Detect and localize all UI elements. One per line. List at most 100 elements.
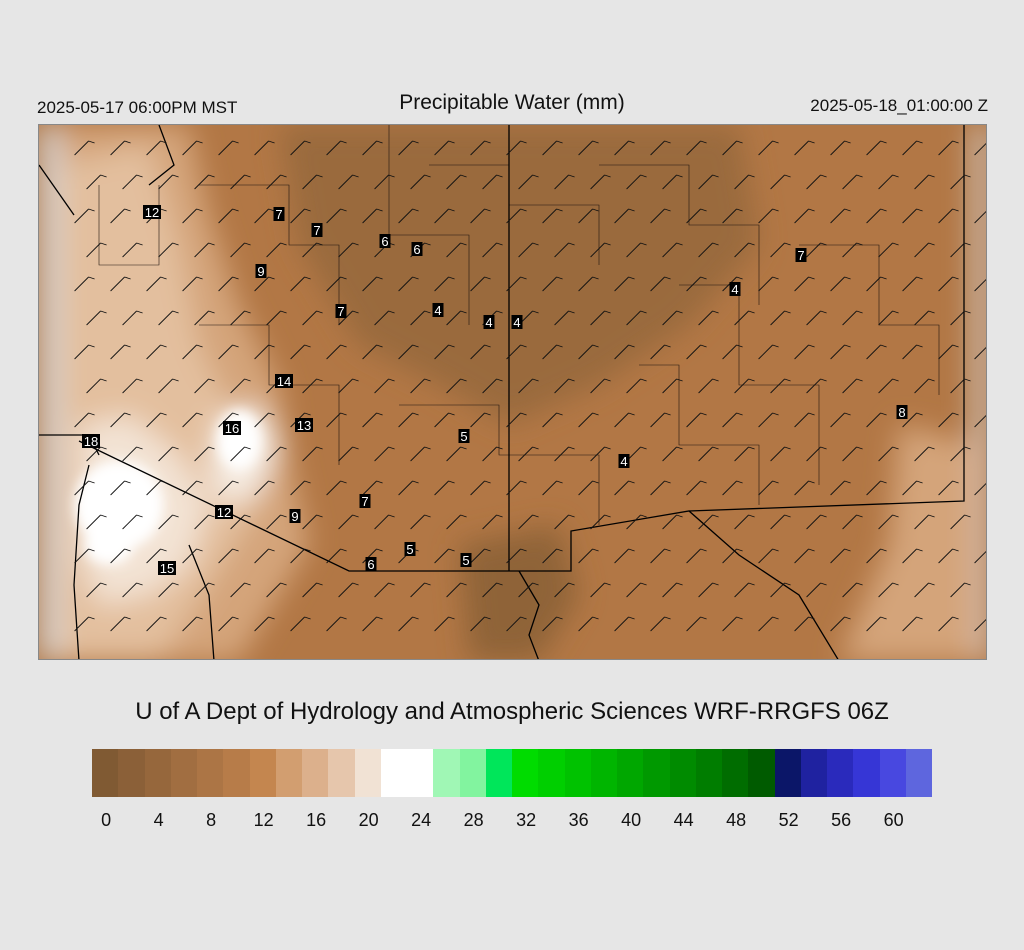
wind-barb <box>686 140 707 156</box>
wind-barb <box>842 582 863 598</box>
wind-barb <box>878 378 899 394</box>
wind-barb <box>194 242 215 258</box>
wind-barb <box>950 446 971 462</box>
wind-barb <box>626 174 647 190</box>
wind-barb <box>878 310 899 326</box>
wind-barb <box>686 276 707 292</box>
wind-barb <box>578 480 599 496</box>
wind-barb <box>398 140 419 156</box>
wind-barb <box>866 616 887 632</box>
wind-barb <box>878 242 899 258</box>
wind-barb <box>362 208 383 224</box>
wind-barb <box>938 480 959 496</box>
wind-barb <box>842 310 863 326</box>
wind-barb <box>362 276 383 292</box>
colorbar-swatch <box>433 749 460 797</box>
wind-barb <box>866 548 887 564</box>
colorbar-tick-label: 60 <box>883 810 904 830</box>
wind-barb <box>434 616 455 632</box>
wind-barb <box>110 344 131 360</box>
value-label-box <box>223 421 241 435</box>
value-label-text: 5 <box>462 553 469 568</box>
wind-barb <box>806 242 827 258</box>
value-label-box <box>82 434 100 448</box>
wind-barb <box>110 208 131 224</box>
wind-barb <box>506 208 527 224</box>
wind-barb <box>614 412 635 428</box>
wind-barb <box>506 344 527 360</box>
wind-barb <box>794 412 815 428</box>
wind-barb <box>218 140 239 156</box>
wind-barb <box>902 412 923 428</box>
map-title: Precipitable Water (mm) <box>399 91 625 114</box>
value-label-box <box>215 505 233 519</box>
wind-barb <box>842 514 863 530</box>
wind-barb <box>518 174 539 190</box>
wind-barb <box>362 548 383 564</box>
wind-barb <box>770 514 791 530</box>
wind-barb <box>698 310 719 326</box>
wind-barb <box>410 174 431 190</box>
wind-barb <box>662 174 683 190</box>
wind-barb <box>410 582 431 598</box>
wind-barb <box>182 140 203 156</box>
wind-barb <box>266 446 287 462</box>
wind-barb <box>158 242 179 258</box>
moisture-east-band <box>839 425 979 659</box>
wind-barb <box>146 276 167 292</box>
wind-barb <box>542 480 563 496</box>
wind-barb <box>446 514 467 530</box>
wind-barb <box>122 174 143 190</box>
wind-barb <box>86 378 107 394</box>
wind-barb <box>722 208 743 224</box>
value-label-box <box>458 429 470 443</box>
wind-barb <box>974 210 986 224</box>
wind-barb <box>914 242 935 258</box>
wind-barb <box>806 378 827 394</box>
wind-barb <box>374 582 395 598</box>
wind-barb <box>302 310 323 326</box>
value-label-box <box>335 304 347 318</box>
wind-barb <box>470 480 491 496</box>
wind-barb <box>590 582 611 598</box>
wind-barb <box>866 480 887 496</box>
wind-barb <box>434 480 455 496</box>
colorbar-swatch <box>695 749 722 797</box>
wind-barb <box>722 412 743 428</box>
wind-barb <box>434 412 455 428</box>
value-label-box <box>359 494 371 508</box>
wind-barb <box>938 548 959 564</box>
wind-barb <box>950 310 971 326</box>
wind-barb <box>698 446 719 462</box>
wind-barb <box>506 276 527 292</box>
wind-barb <box>662 582 683 598</box>
wind-barb <box>866 344 887 360</box>
wind-barb <box>182 412 203 428</box>
wind-barb <box>974 346 986 360</box>
value-label-text: 4 <box>485 315 492 330</box>
wind-barb <box>398 344 419 360</box>
boundary-line <box>388 125 470 325</box>
wind-barb <box>506 616 527 632</box>
boundary-line <box>679 284 820 485</box>
wind-barb <box>302 446 323 462</box>
wind-barb <box>362 480 383 496</box>
wind-barb <box>218 480 239 496</box>
wind-barb <box>74 548 95 564</box>
wind-barb <box>410 514 431 530</box>
wind-barb <box>374 310 395 326</box>
wind-barb <box>650 276 671 292</box>
wind-barb <box>542 140 563 156</box>
wind-barb <box>446 378 467 394</box>
wind-barb <box>806 582 827 598</box>
wind-barb <box>758 276 779 292</box>
boundary-line <box>639 364 760 505</box>
wind-barb <box>230 174 251 190</box>
wind-barb <box>542 344 563 360</box>
value-label-box <box>311 223 323 237</box>
value-label-box <box>365 557 377 571</box>
colorbar-tick-label: 56 <box>831 810 852 830</box>
wind-barb <box>266 514 287 530</box>
wind-barb <box>290 548 311 564</box>
wind-barb <box>914 582 935 598</box>
